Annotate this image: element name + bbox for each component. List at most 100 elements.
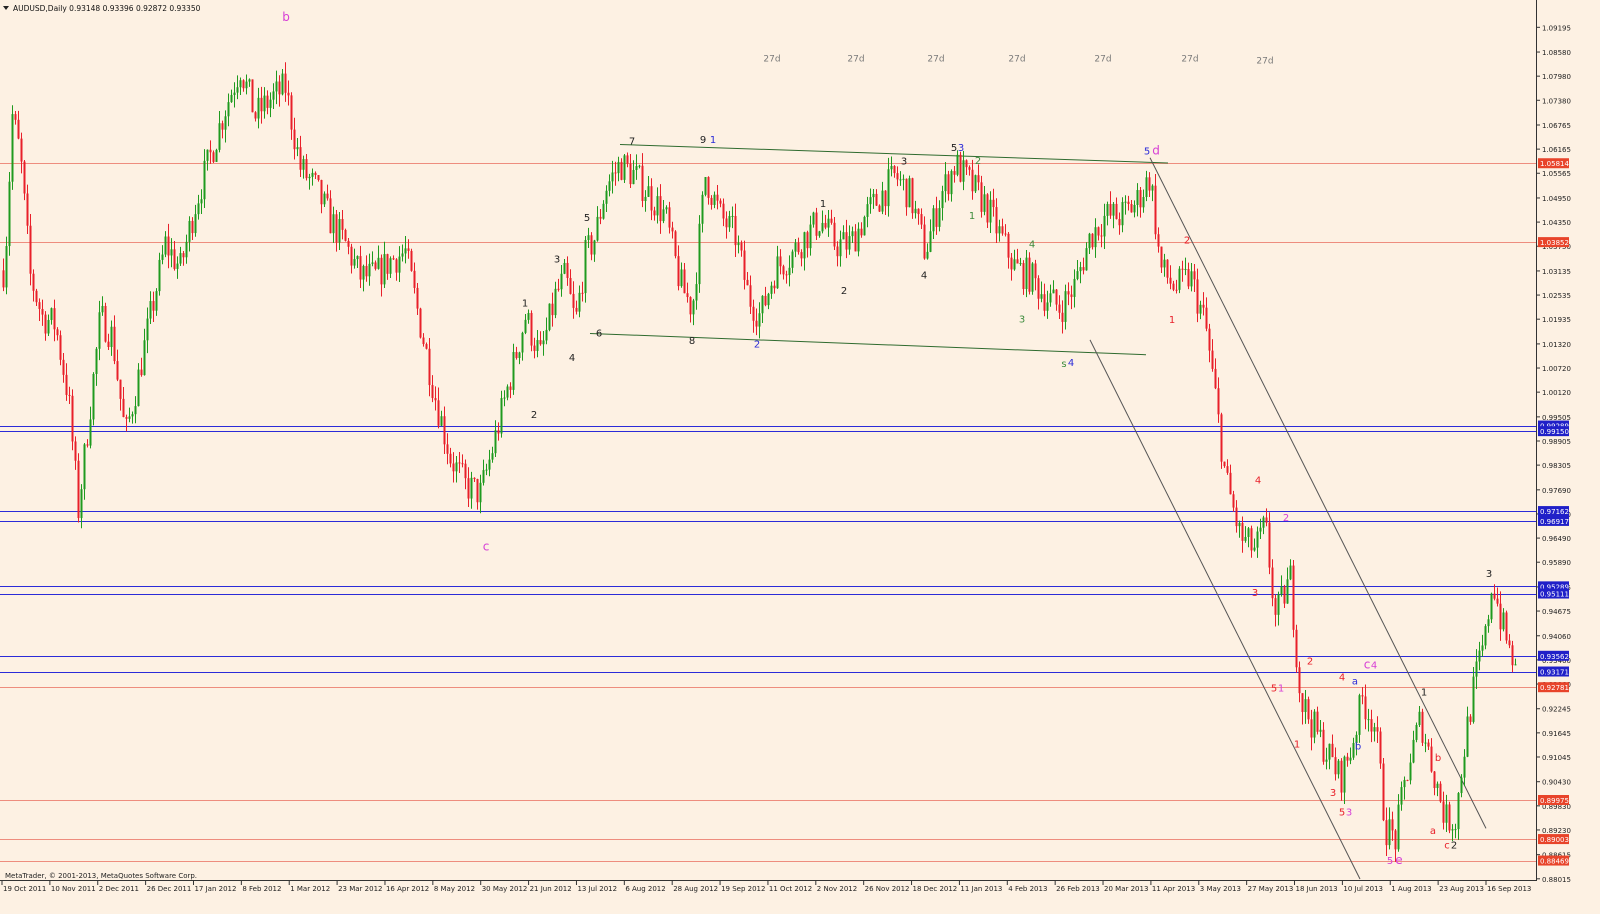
candle [854,224,857,252]
candle [1445,794,1448,832]
candle-body [722,203,725,219]
candle [1277,591,1280,626]
price-tick-label: 0.88015 [1542,876,1571,884]
candle [587,227,590,248]
candle-body [665,207,668,210]
candle [86,439,89,448]
candle [290,92,293,140]
candle-body [137,369,140,407]
candle-body [704,177,707,195]
candle [1172,280,1175,292]
candle [491,446,494,463]
candle [479,474,482,514]
candle-body [272,91,275,100]
candle [185,234,188,264]
candle [20,132,23,174]
candle [1100,223,1103,248]
candle [1451,824,1454,842]
candle [578,285,581,318]
time-tick-label: 11 Oct 2012 [769,885,812,893]
level-price-value: 0.92781 [1540,684,1569,692]
wave-label: s [1061,359,1066,370]
candle [722,198,725,227]
candle [1253,538,1256,552]
wave-trendline[interactable] [619,144,1169,164]
candle-body [1415,724,1418,740]
candle-body [659,196,662,222]
candle-body [1394,830,1397,850]
candle [716,185,719,210]
candle-body [470,477,473,499]
candle-body [35,290,38,303]
candle-body [740,242,743,251]
candle [1469,714,1472,725]
candle [233,82,236,108]
candle [17,110,20,140]
candle-body [38,302,41,309]
candle [287,80,290,106]
candle [647,176,650,198]
candle-body [1403,779,1406,788]
candle [1427,739,1430,751]
wave-label: c [1364,658,1371,672]
wave-trendline[interactable] [589,332,1147,356]
candle [32,269,35,302]
candle-body [86,444,89,446]
candle [1364,684,1367,730]
price-axis[interactable]: 1.09195 1.08580 1.07980 1.07380 1.06765 1.061… [1537,24,1571,884]
candle [752,299,755,333]
candle-body [557,288,560,290]
candle [437,387,440,429]
candle [1151,184,1154,202]
candle-body [587,235,590,240]
candle [221,120,224,139]
candle-body [806,232,809,249]
candle [815,207,818,241]
candle-body [23,161,26,194]
candle-body [590,235,593,255]
candle-body [389,258,392,274]
candle-body [914,208,917,214]
candle-body [401,253,404,257]
time-tick-label: 23 Aug 2013 [1439,885,1484,893]
candle [1202,292,1205,316]
candle-body [1307,699,1310,720]
candle [818,230,821,238]
price-tick-label: 1.01320 [1542,341,1571,349]
candle-body [479,482,482,503]
candle-body [845,232,848,250]
candle [1073,269,1076,308]
candle-body [266,95,269,108]
candle-body [800,252,803,259]
time-axis[interactable]: 19 Oct 2011 10 Nov 2011 2 Dec 2011 26 Dec 2… [1,881,1531,893]
candle [1220,412,1223,469]
candle [1247,526,1250,548]
candle-body [1061,312,1064,322]
wave-label: 3 [1252,588,1258,599]
candle [41,299,44,326]
candle-body [1358,695,1361,735]
channel-line[interactable] [1089,339,1361,880]
candle [323,191,326,208]
candle-body [1469,716,1472,722]
wave-label: 2 [1307,656,1313,667]
candle [443,406,446,455]
candle-body [1040,294,1043,299]
candle [1355,731,1358,756]
candle [1115,197,1118,220]
triangle-down-icon[interactable] [3,6,9,10]
candle-body [2,270,5,288]
wave-label: 3 [1019,315,1025,326]
candle-body [695,284,698,301]
candle [1067,282,1070,306]
candle [281,68,284,96]
wave-label: 5 [1271,683,1277,694]
candle [1370,709,1373,743]
time-tick-label: 10 Nov 2011 [51,885,96,893]
candle [332,206,335,243]
candle [677,245,680,291]
channel-line[interactable] [1149,157,1487,829]
candle [314,171,317,179]
candle-body [758,313,761,327]
